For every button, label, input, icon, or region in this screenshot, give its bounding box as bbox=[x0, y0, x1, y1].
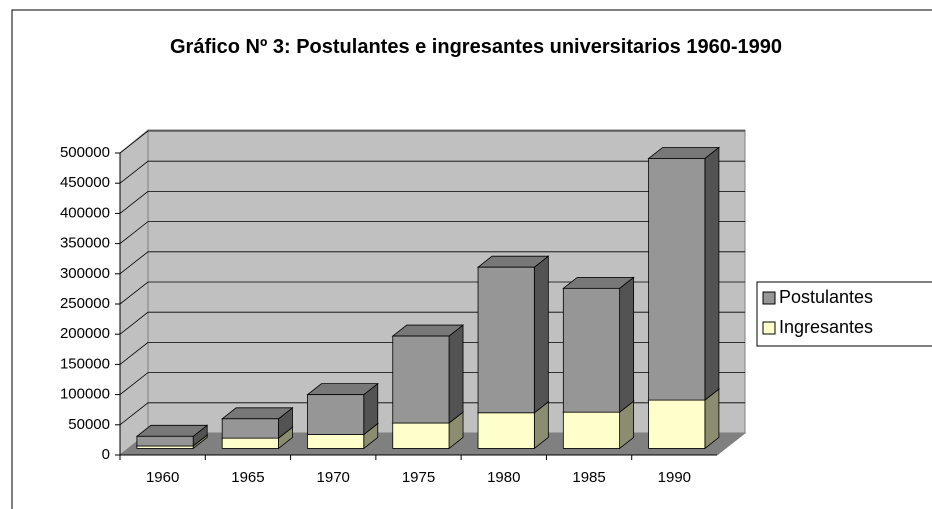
y-tick-label: 300000 bbox=[60, 265, 110, 282]
bar bbox=[477, 412, 535, 449]
bar bbox=[648, 158, 706, 401]
y-tick-label: 350000 bbox=[60, 235, 110, 252]
bar bbox=[307, 394, 365, 435]
bar bbox=[562, 411, 621, 449]
bar-side bbox=[533, 255, 549, 414]
legend-label: Ingresantes bbox=[779, 317, 873, 337]
bar bbox=[136, 435, 194, 447]
x-tick-label: 1980 bbox=[487, 469, 520, 486]
x-tick-label: 1985 bbox=[572, 469, 605, 486]
bar bbox=[477, 266, 535, 414]
bar-side bbox=[619, 276, 635, 413]
y-tick-label: 150000 bbox=[60, 355, 110, 372]
bar-side bbox=[704, 146, 720, 401]
bar bbox=[648, 399, 706, 449]
legend-swatch bbox=[762, 321, 776, 335]
grid-line bbox=[119, 130, 745, 154]
bar bbox=[392, 422, 450, 449]
y-tick-label: 200000 bbox=[60, 325, 110, 342]
grid-line bbox=[119, 221, 745, 244]
legend-label: Postulantes bbox=[779, 287, 873, 307]
y-tick-label: 100000 bbox=[60, 386, 110, 403]
bar-side bbox=[448, 324, 464, 424]
x-tick-label: 1975 bbox=[402, 469, 435, 486]
bar bbox=[392, 335, 450, 424]
bar bbox=[221, 437, 279, 449]
chart-title: Gráfico Nº 3: Postulantes e ingresantes … bbox=[169, 36, 782, 58]
bar bbox=[221, 418, 279, 439]
y-tick-label: 250000 bbox=[60, 295, 110, 312]
y-tick-label: 50000 bbox=[68, 416, 110, 433]
legend-swatch bbox=[762, 291, 776, 305]
y-tick-label: 450000 bbox=[60, 174, 110, 191]
y-tick-label: 400000 bbox=[60, 204, 110, 221]
bar bbox=[307, 434, 365, 449]
x-tick-label: 1970 bbox=[317, 469, 350, 486]
grid-line bbox=[119, 251, 745, 275]
x-tick-label: 1965 bbox=[231, 469, 264, 486]
x-tick-label: 1990 bbox=[658, 469, 691, 486]
bar bbox=[562, 287, 621, 413]
grid-line bbox=[119, 190, 745, 214]
grid-line bbox=[119, 160, 745, 184]
y-tick-label: 500000 bbox=[60, 144, 110, 161]
legend-box bbox=[756, 281, 932, 347]
y-tick-label: 0 bbox=[102, 446, 110, 463]
x-tick-label: 1960 bbox=[146, 469, 179, 486]
